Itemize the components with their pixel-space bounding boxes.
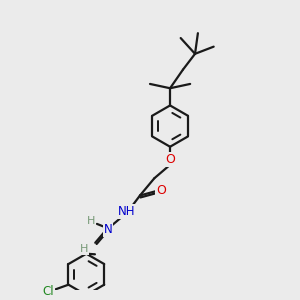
- Text: N: N: [103, 224, 112, 236]
- Text: H: H: [80, 244, 88, 254]
- Text: O: O: [165, 153, 175, 166]
- Text: Cl: Cl: [43, 284, 54, 298]
- Text: O: O: [156, 184, 166, 196]
- Text: NH: NH: [118, 205, 135, 218]
- Text: H: H: [86, 216, 95, 226]
